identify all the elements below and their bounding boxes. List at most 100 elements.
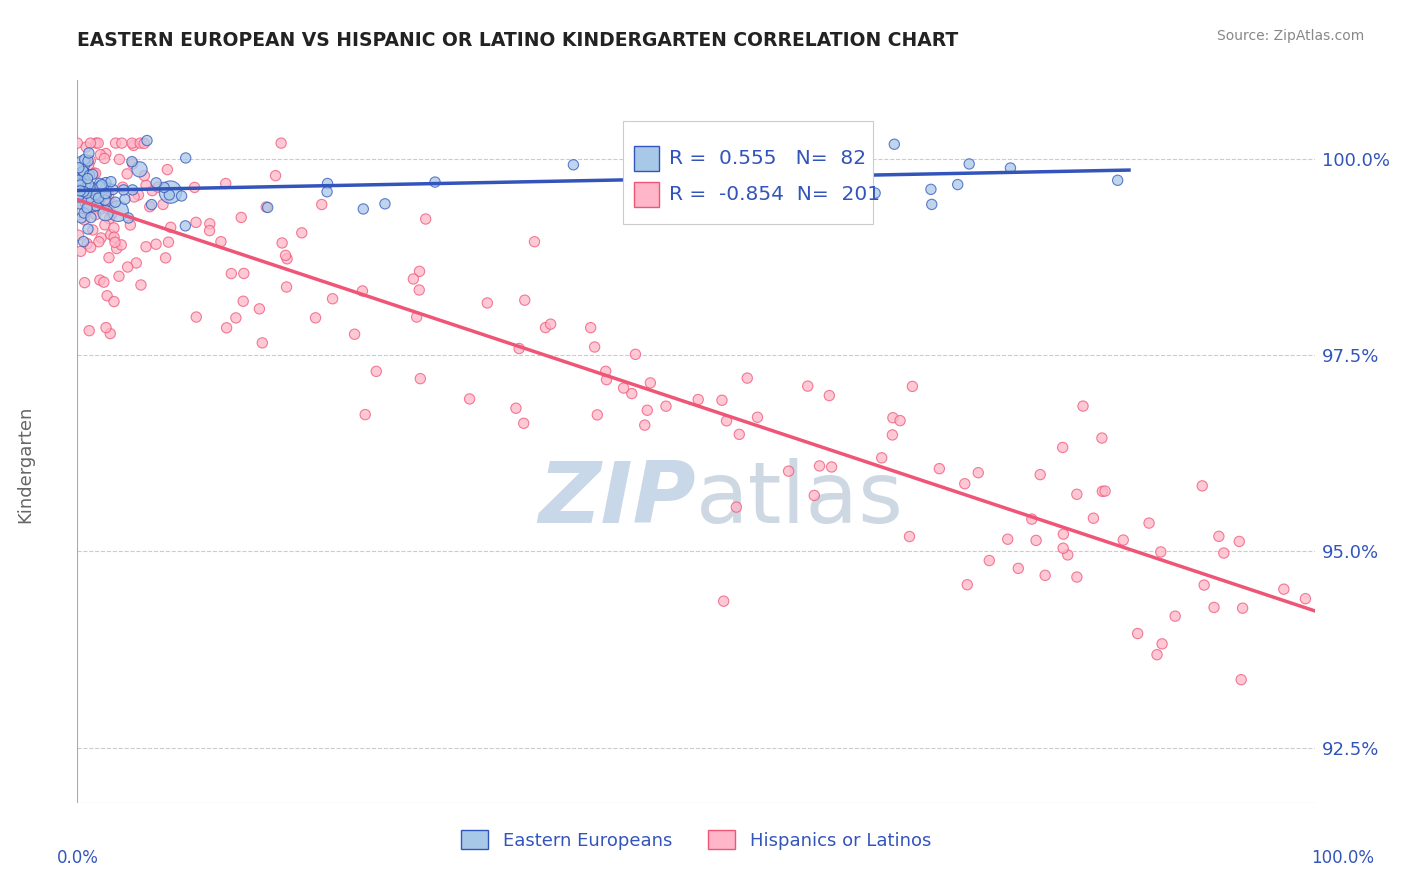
Point [121, 183, 143, 197]
Point [1230, 673, 1253, 687]
Point [79, 153, 101, 168]
Point [76, 190, 98, 204]
Point [98, 211, 121, 226]
Point [114, 192, 136, 206]
Point [103, 294, 125, 309]
Point [291, 226, 314, 240]
Point [89, 188, 111, 202]
Point [97, 180, 120, 194]
Point [270, 136, 292, 150]
Text: EASTERN EUROPEAN VS HISPANIC OR LATINO KINDERGARTEN CORRELATION CHART: EASTERN EUROPEAN VS HISPANIC OR LATINO K… [77, 31, 959, 50]
Point [90, 178, 112, 192]
Text: 0.0%: 0.0% [56, 849, 98, 867]
Point [96, 181, 118, 195]
Point [254, 200, 277, 214]
Point [898, 529, 921, 543]
Point [122, 190, 145, 204]
Point [97, 188, 120, 202]
Text: R =  0.555   N=  82: R = 0.555 N= 82 [669, 149, 866, 169]
Point [540, 317, 562, 331]
Point [920, 182, 942, 196]
Point [84, 187, 107, 202]
Point [146, 180, 169, 194]
Point [1191, 479, 1213, 493]
Point [87, 136, 110, 150]
Point [997, 533, 1019, 547]
Point [534, 320, 557, 334]
Point [232, 294, 254, 309]
Point [70, 161, 93, 176]
Point [96, 196, 118, 211]
Text: atlas: atlas [696, 458, 904, 541]
Point [76, 171, 98, 186]
Point [415, 212, 437, 227]
Point [316, 185, 339, 199]
Point [304, 310, 326, 325]
Point [76, 186, 98, 201]
Point [1150, 545, 1173, 559]
Point [111, 180, 134, 194]
Point [366, 364, 388, 378]
Point [100, 227, 122, 242]
Point [1227, 534, 1250, 549]
Point [94, 206, 117, 220]
Point [322, 292, 344, 306]
Point [186, 310, 208, 324]
Point [70, 211, 93, 225]
Point [1052, 527, 1074, 541]
Point [808, 458, 831, 473]
Point [93, 152, 115, 166]
Point [716, 414, 738, 428]
Point [77, 324, 100, 338]
Point [184, 215, 207, 229]
Point [352, 202, 374, 216]
Point [1029, 467, 1052, 482]
Point [883, 137, 905, 152]
Point [67, 161, 90, 175]
Point [818, 388, 841, 402]
Point [595, 364, 617, 378]
Point [1056, 548, 1078, 562]
Point [87, 235, 110, 249]
Point [73, 212, 96, 227]
Point [264, 169, 287, 183]
Point [505, 401, 527, 416]
Point [256, 201, 278, 215]
Point [882, 410, 904, 425]
Point [108, 153, 131, 167]
Point [174, 219, 197, 233]
Point [1052, 541, 1074, 556]
Point [156, 162, 179, 177]
Point [117, 211, 139, 225]
Point [1272, 582, 1295, 597]
Point [115, 167, 138, 181]
Text: ZIP: ZIP [538, 458, 696, 541]
Point [94, 176, 117, 190]
Point [508, 342, 530, 356]
Point [586, 408, 609, 422]
Point [108, 269, 131, 284]
Point [152, 197, 174, 211]
Point [98, 251, 121, 265]
Point [94, 193, 117, 207]
Point [209, 235, 232, 249]
Point [231, 211, 253, 225]
Point [77, 158, 100, 172]
Point [104, 195, 127, 210]
Point [863, 186, 886, 200]
Point [1146, 648, 1168, 662]
Point [1150, 637, 1173, 651]
Point [141, 184, 163, 198]
Point [67, 185, 90, 199]
Point [72, 167, 94, 181]
Point [84, 199, 107, 213]
Point [1033, 568, 1056, 582]
Point [613, 381, 636, 395]
Point [747, 410, 769, 425]
Point [423, 175, 446, 189]
Point [354, 408, 377, 422]
Point [1066, 570, 1088, 584]
Point [271, 235, 294, 250]
Point [820, 460, 842, 475]
Point [408, 283, 430, 297]
